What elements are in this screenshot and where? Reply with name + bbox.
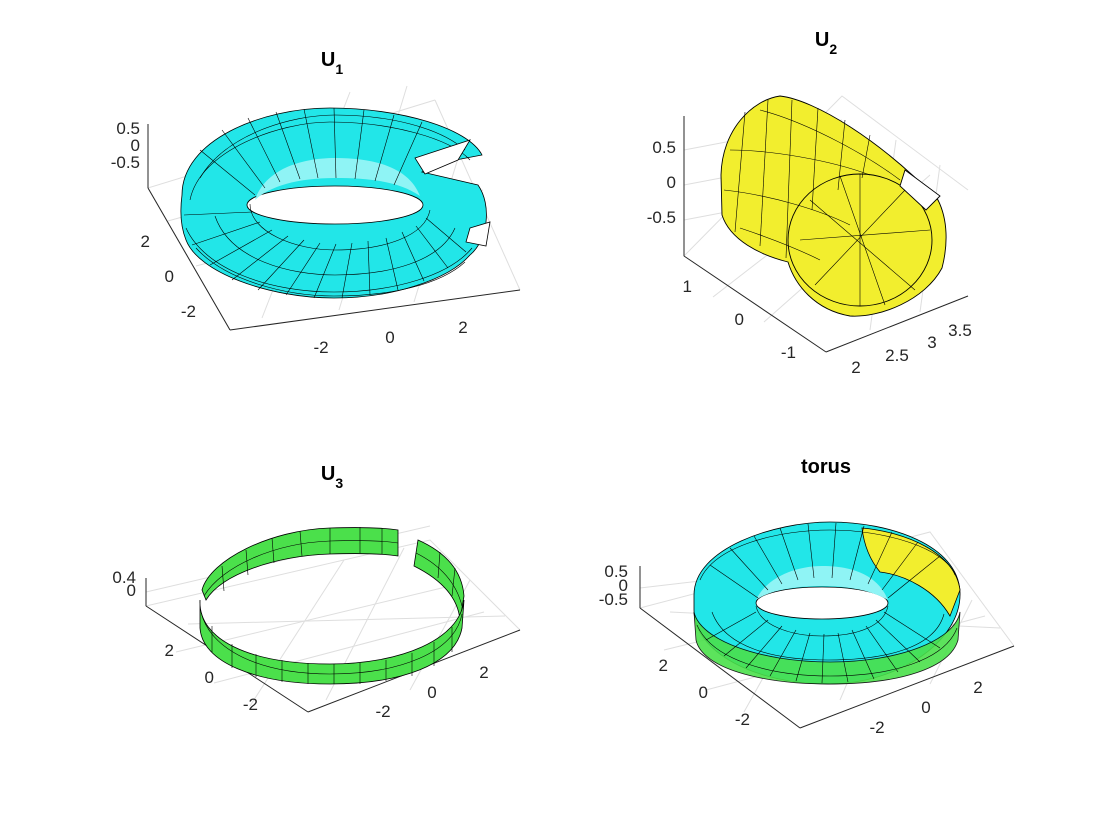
subplot-u3-ytick: -2	[243, 695, 258, 714]
subplot-u2-xtick: 3.5	[948, 321, 972, 340]
subplot-torus: torus	[599, 456, 1015, 737]
subplot-u3-xtick: 2	[479, 663, 488, 682]
subplot-u2-ztick: -0.5	[647, 208, 676, 227]
subplot-u2-xtick: 2.5	[885, 346, 909, 365]
subplot-u2-ytick: -1	[781, 343, 796, 362]
subplot-u2-title-subscript: 2	[829, 41, 837, 57]
subplot-u2-zticks: 0.5 0 -0.5	[647, 138, 676, 227]
subplot-torus-ytick: -2	[735, 710, 750, 729]
subplot-u1-xtick: 2	[458, 318, 467, 337]
subplot-torus-title: torus	[801, 456, 851, 478]
subplot-u3-ring-front	[199, 599, 465, 685]
subplot-u2-ztick: 0.5	[652, 138, 676, 157]
subplot-u1-hole	[246, 185, 424, 225]
subplot-u2-ytick: 1	[683, 277, 692, 296]
subplot-u2-xtick: 2	[851, 358, 860, 377]
subplot-u2-ztick: 0	[667, 173, 676, 192]
subplot-u3-surface	[199, 527, 465, 685]
subplot-u1-mesh	[183, 107, 473, 299]
subplot-u1-ytick: 0	[165, 267, 174, 286]
subplot-u1-xtick: -2	[313, 338, 328, 357]
subplot-u3-ring-back	[201, 527, 399, 601]
subplot-torus-surface	[693, 521, 961, 685]
subplot-torus-xtick: 0	[921, 698, 930, 717]
subplot-u2-yticks: 1 0 -1	[683, 277, 796, 362]
subplot-torus-ztick: -0.5	[599, 590, 628, 609]
subplot-torus-yticks: 2 0 -2	[659, 656, 750, 729]
subplot-u2-mesh	[723, 99, 931, 306]
subplot-u1-zticks: 0.5 0 -0.5	[111, 119, 140, 172]
subplot-u1-surface	[180, 107, 491, 299]
subplot-u1-ztick: 0.5	[116, 119, 140, 138]
subplot-u2-title: U2	[815, 29, 837, 57]
subplot-u2: U2	[647, 29, 972, 377]
subplot-u1-ytick: 2	[141, 232, 150, 251]
subplot-u3-zticks: 0.4 0	[112, 568, 136, 600]
subplot-u1-ztick: 0	[131, 136, 140, 155]
subplot-u2-xticks: 2 2.5 3 3.5	[851, 321, 972, 377]
subplot-u1-ztick: -0.5	[111, 153, 140, 172]
subplot-u3-yticks: 2 0 -2	[165, 641, 258, 714]
subplot-u3-xticks: -2 0 2	[375, 663, 488, 721]
subplot-torus-zticks: 0.5 0 -0.5	[599, 562, 628, 609]
subplot-u3-title-subscript: 3	[335, 475, 343, 491]
subplot-u2-surface	[720, 95, 947, 317]
subplot-u1-axes	[147, 124, 521, 331]
subplot-u3-ztick: 0	[127, 581, 136, 600]
subplot-u3-ytick: 0	[205, 668, 214, 687]
subplot-torus-mesh	[696, 522, 958, 684]
subplot-u2-tube	[720, 95, 947, 317]
subplot-u1-gap	[414, 139, 471, 175]
subplot-u1-xticks: -2 0 2	[313, 318, 467, 357]
subplot-u3-ytick: 2	[165, 641, 174, 660]
subplot-u1-xtick: 0	[385, 328, 394, 347]
subplot-torus-yellow-patch	[861, 527, 961, 617]
subplot-torus-title-main: torus	[801, 456, 851, 478]
subplot-torus-xtick: 2	[973, 678, 982, 697]
subplot-u2-title-main: U	[815, 29, 829, 51]
subplot-u3-mesh	[200, 527, 463, 684]
subplot-torus-ztick: 0	[619, 576, 628, 595]
subplot-u1-title-subscript: 1	[335, 61, 343, 77]
subplot-torus-xticks: -2 0 2	[869, 678, 982, 737]
subplot-u2-ytick: 0	[735, 310, 744, 329]
subplot-u1-ytick: -2	[181, 302, 196, 321]
subplot-u3-xtick: 0	[427, 683, 436, 702]
subplot-torus-ytick: 2	[659, 656, 668, 675]
subplot-torus-ztick: 0.5	[604, 562, 628, 581]
subplot-u2-axes	[683, 116, 969, 353]
subplot-torus-hole	[755, 586, 889, 620]
subplot-torus-xtick: -2	[869, 718, 884, 737]
subplot-u1: U1	[111, 49, 521, 357]
subplot-torus-axes	[639, 566, 1015, 729]
subplot-u3-title: U3	[321, 463, 343, 491]
subplot-u3: U3	[112, 463, 521, 721]
subplot-u1-title-main: U	[321, 49, 335, 71]
subplot-u1-title: U1	[321, 49, 343, 77]
subplot-u3-ztick: 0.4	[112, 568, 136, 587]
subplot-u1-yticks: 2 0 -2	[141, 232, 196, 321]
subplot-u3-xtick: -2	[375, 702, 390, 721]
subplot-u2-xtick: 3	[927, 333, 936, 352]
subplot-torus-ytick: 0	[699, 683, 708, 702]
subplot-u3-title-main: U	[321, 463, 335, 485]
